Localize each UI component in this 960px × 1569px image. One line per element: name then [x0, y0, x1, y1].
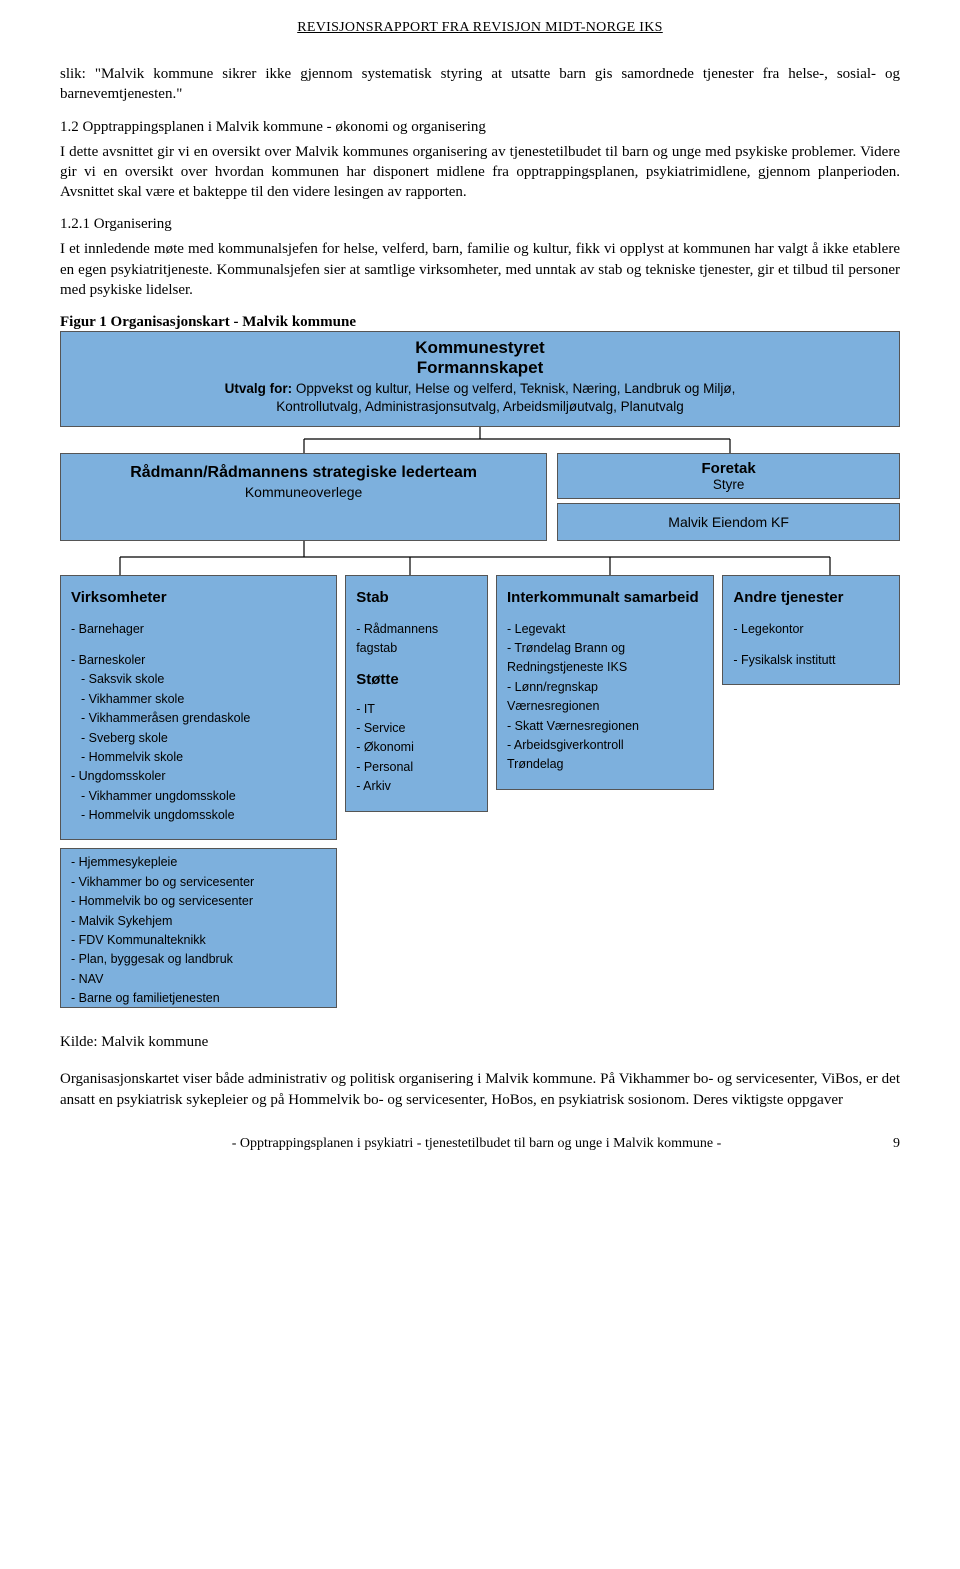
org-interkommunalt-title: Interkommunalt samarbeid [507, 586, 703, 609]
list-item: - Barnehager [71, 620, 326, 639]
list-item: - NAV [71, 970, 326, 989]
connector-row-1 [60, 427, 900, 453]
list-item: - Hommelvik skole [71, 748, 326, 767]
org-stotte-title: Støtte [356, 668, 477, 691]
page-header: REVISJONSRAPPORT FRA REVISJON MIDT-NORGE… [60, 20, 900, 36]
section-heading-1-2: 1.2 Opptrappingsplanen i Malvik kommune … [60, 119, 900, 136]
org-utvalg-label: Utvalg for: [225, 381, 293, 396]
list-item: - Barneskoler [71, 651, 326, 670]
list-item: - Plan, byggesak og landbruk [71, 950, 326, 969]
org-radmann-title: Rådmann/Rådmannens strategiske lederteam [69, 464, 538, 482]
list-item: - Økonomi [356, 738, 477, 757]
org-interkommunalt-box: Interkommunalt samarbeid - Legevakt- Trø… [496, 575, 714, 789]
list-item: fagstab [356, 639, 477, 658]
list-item: - Skatt Værnesregionen [507, 717, 703, 736]
org-row-3: Virksomheter - Barnehager- Barneskoler- … [60, 575, 900, 840]
list-item: - Sveberg skole [71, 729, 326, 748]
org-foretak-sub: Styre [566, 477, 891, 492]
org-interkommunalt-list: - Legevakt- Trøndelag Brann og Redningst… [507, 620, 703, 775]
org-utvalg-rest: Oppvekst og kultur, Helse og velferd, Te… [292, 381, 735, 396]
org-andre-title: Andre tjenester [733, 586, 889, 609]
footer-page-number: 9 [893, 1136, 900, 1152]
org-virksomheter-box: Virksomheter - Barnehager- Barneskoler- … [60, 575, 337, 840]
org-top-title2: Formannskapet [69, 358, 891, 378]
list-item: - Arbeidsgiverkontroll [507, 736, 703, 755]
org-virksomheter-extra-list: - Hjemmesykepleie- Vikhammer bo og servi… [71, 853, 326, 1008]
paragraph-1-2: I dette avsnittet gir vi en oversikt ove… [60, 142, 900, 203]
list-item: - Vikhammer bo og servicesenter [71, 873, 326, 892]
list-item: - Legekontor [733, 620, 889, 639]
paragraph-kilde-after: Organisasjonskartet viser både administr… [60, 1069, 900, 1110]
list-item: Redningstjeneste IKS [507, 658, 703, 677]
list-item: - Barne og familietjenesten [71, 989, 326, 1008]
list-item: - Saksvik skole [71, 670, 326, 689]
list-item: - Service [356, 719, 477, 738]
list-item: - IT [356, 700, 477, 719]
org-stab-list2: - IT- Service- Økonomi- Personal- Arkiv [356, 700, 477, 797]
org-foretak-column: Foretak Styre Malvik Eiendom KF [557, 453, 900, 541]
list-item: - Hommelvik ungdomsskole [71, 806, 326, 825]
list-item: - Trøndelag Brann og [507, 639, 703, 658]
list-item: Trøndelag [507, 755, 703, 774]
org-andre-box: Andre tjenester - Legekontor - Fysikalsk … [722, 575, 900, 685]
org-andre-list: - Legekontor - Fysikalsk institutt [733, 620, 889, 671]
org-malvik-eiendom-box: Malvik Eiendom KF [557, 503, 900, 541]
list-item: - Vikhammer skole [71, 690, 326, 709]
list-item: Værnesregionen [507, 697, 703, 716]
kilde-line: Kilde: Malvik kommune [60, 1034, 900, 1051]
org-radmann-sub: Kommuneoverlege [69, 484, 538, 500]
list-item: - Hommelvik bo og servicesenter [71, 892, 326, 911]
list-item: - Ungdomsskoler [71, 767, 326, 786]
org-chart: Kommunestyret Formannskapet Utvalg for: … [60, 331, 900, 1008]
list-item: - Vikhammer ungdomsskole [71, 787, 326, 806]
figure-label: Figur 1 Organisasjonskart - Malvik kommu… [60, 314, 900, 331]
list-item: - Rådmannens [356, 620, 477, 639]
org-virksomheter-extra-box: - Hjemmesykepleie- Vikhammer bo og servi… [60, 848, 337, 1008]
list-item: - Legevakt [507, 620, 703, 639]
list-item: - FDV Kommunalteknikk [71, 931, 326, 950]
org-stab-box: Stab - Rådmannens fagstab Støtte - IT- S… [345, 575, 488, 811]
list-item: - Vikhammeråsen grendaskole [71, 709, 326, 728]
subsection-heading-1-2-1: 1.2.1 Organisering [60, 216, 900, 233]
org-row-2: Rådmann/Rådmannens strategiske lederteam… [60, 453, 900, 541]
page-footer: - Opptrappingsplanen i psykiatri - tjene… [60, 1136, 900, 1152]
org-stab-title: Stab [356, 586, 477, 609]
paragraph-1-2-1: I et innledende møte med kommunalsjefen … [60, 239, 900, 300]
connector-row-2 [60, 541, 900, 575]
org-top-line1: Utvalg for: Oppvekst og kultur, Helse og… [69, 380, 891, 398]
org-foretak-title: Foretak [566, 460, 891, 477]
org-stab-list1: - Rådmannens fagstab [356, 620, 477, 659]
list-item: - Fysikalsk institutt [733, 651, 889, 670]
list-item: - Lønn/regnskap [507, 678, 703, 697]
list-item: - Arkiv [356, 777, 477, 796]
list-item: - Malvik Sykehjem [71, 912, 326, 931]
org-top-box: Kommunestyret Formannskapet Utvalg for: … [60, 331, 900, 427]
footer-text: - Opptrappingsplanen i psykiatri - tjene… [232, 1136, 722, 1151]
org-foretak-box: Foretak Styre [557, 453, 900, 499]
list-item: - Personal [356, 758, 477, 777]
org-top-line2: Kontrollutvalg, Administrasjonsutvalg, A… [69, 398, 891, 416]
org-radmann-box: Rådmann/Rådmannens strategiske lederteam… [60, 453, 547, 541]
org-virksomheter-list: - Barnehager - Barneskoler- Saksvik skole… [71, 620, 326, 826]
org-virksomheter-title: Virksomheter [71, 586, 326, 609]
list-item: - Hjemmesykepleie [71, 853, 326, 872]
org-top-title1: Kommunestyret [69, 338, 891, 358]
paragraph-intro: slik: "Malvik kommune sikrer ikke gjenno… [60, 64, 900, 105]
